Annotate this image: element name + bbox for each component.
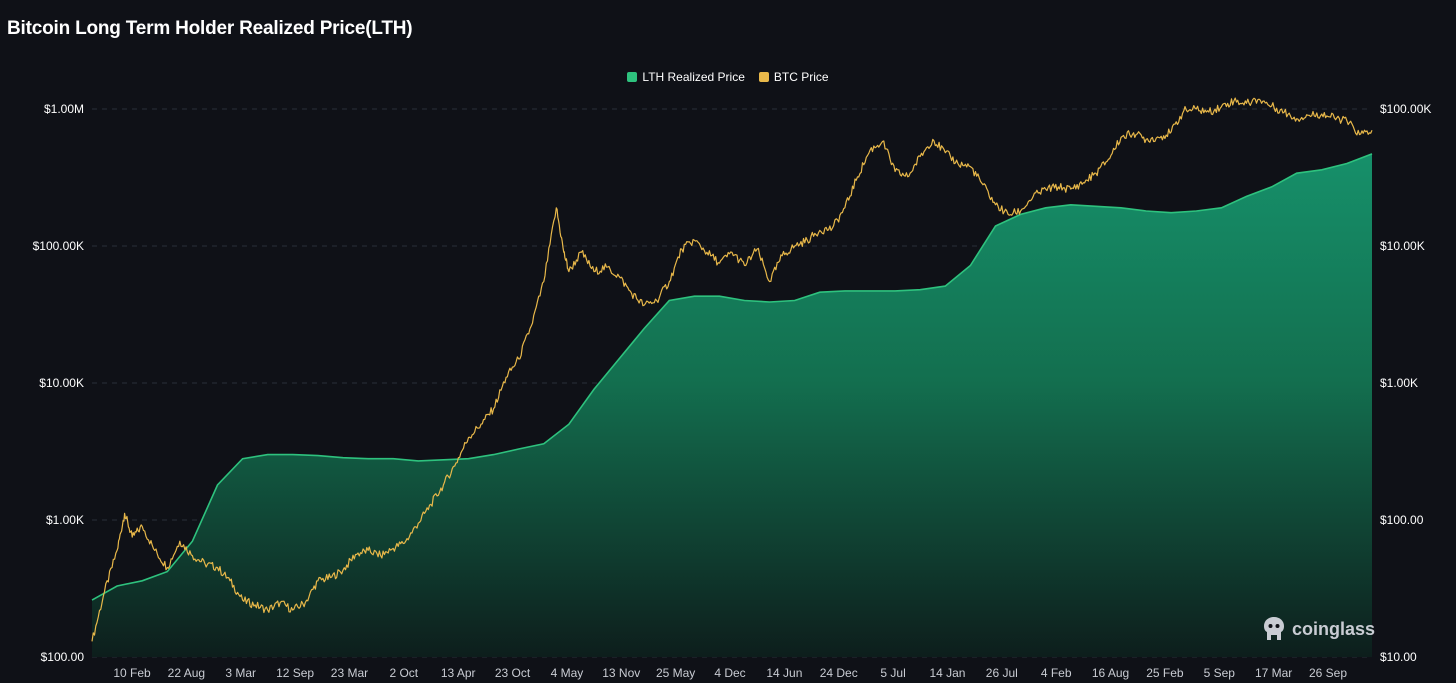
x-tick-label: 25 Feb xyxy=(1146,666,1184,680)
x-tick-label: 26 Jul xyxy=(986,666,1018,680)
x-axis: 10 Feb 22 Aug 3 Mar 12 Sep 23 Mar 2 Oct 13 Apr… xyxy=(113,666,1347,680)
area-layer xyxy=(91,153,1373,657)
right-tick-label: $100.00 xyxy=(1380,513,1424,527)
right-tick-label: $10.00K xyxy=(1380,239,1425,253)
left-tick-label: $1.00K xyxy=(46,513,84,527)
legend-swatch-btc xyxy=(758,72,769,82)
legend-swatch-lth xyxy=(627,72,638,82)
x-tick-label: 22 Aug xyxy=(168,666,205,680)
legend-label-btc: BTC Price xyxy=(773,70,829,84)
x-tick-label: 13 Apr xyxy=(441,666,476,680)
x-tick-label: 23 Mar xyxy=(331,666,368,680)
legend-item-btc[interactable]: BTC Price xyxy=(758,70,829,84)
coinglass-logo-icon xyxy=(1264,617,1284,640)
x-tick-label: 4 Dec xyxy=(714,666,745,680)
left-tick-label: $100.00 xyxy=(41,650,85,664)
x-tick-label: 5 Jul xyxy=(880,666,905,680)
x-tick-label: 14 Jun xyxy=(766,666,802,680)
legend-label-lth: LTH Realized Price xyxy=(642,70,745,84)
x-tick-label: 5 Sep xyxy=(1204,666,1236,680)
left-tick-label: $10.00K xyxy=(39,376,84,390)
x-tick-label: 12 Sep xyxy=(276,666,314,680)
x-tick-label: 16 Aug xyxy=(1092,666,1129,680)
x-tick-label: 23 Oct xyxy=(495,666,531,680)
right-tick-label: $10.00 xyxy=(1380,650,1417,664)
chart-title: Bitcoin Long Term Holder Realized Price(… xyxy=(7,18,413,39)
lth-area xyxy=(92,153,1372,657)
x-tick-label: 4 Feb xyxy=(1041,666,1072,680)
x-tick-label: 26 Sep xyxy=(1309,666,1347,680)
x-tick-label: 3 Mar xyxy=(225,666,256,680)
x-tick-label: 17 Mar xyxy=(1255,666,1292,680)
lth-line xyxy=(91,153,1373,601)
x-tick-label: 25 May xyxy=(656,666,695,680)
legend: LTH Realized Price BTC Price xyxy=(0,70,1456,84)
left-axis: $1.00M $100.00K $10.00K $1.00K $100.00 xyxy=(33,102,85,664)
x-tick-label: 14 Jan xyxy=(929,666,965,680)
left-tick-label: $1.00M xyxy=(44,102,84,116)
legend-item-lth[interactable]: LTH Realized Price xyxy=(627,70,745,84)
right-axis: $100.00K $10.00K $1.00K $100.00 $10.00 xyxy=(1380,102,1431,664)
x-tick-label: 24 Dec xyxy=(820,666,858,680)
right-tick-label: $1.00K xyxy=(1380,376,1418,390)
x-tick-label: 4 May xyxy=(551,666,584,680)
watermark-text: coinglass xyxy=(1292,618,1376,639)
left-tick-label: $100.00K xyxy=(33,239,84,253)
x-tick-label: 2 Oct xyxy=(389,666,418,680)
right-tick-label: $100.00K xyxy=(1380,102,1431,116)
btc-line xyxy=(91,97,1373,642)
x-tick-label: 10 Feb xyxy=(113,666,151,680)
watermark: coinglass xyxy=(1262,616,1375,642)
line-layer xyxy=(91,97,1373,642)
x-tick-label: 13 Nov xyxy=(602,666,640,680)
